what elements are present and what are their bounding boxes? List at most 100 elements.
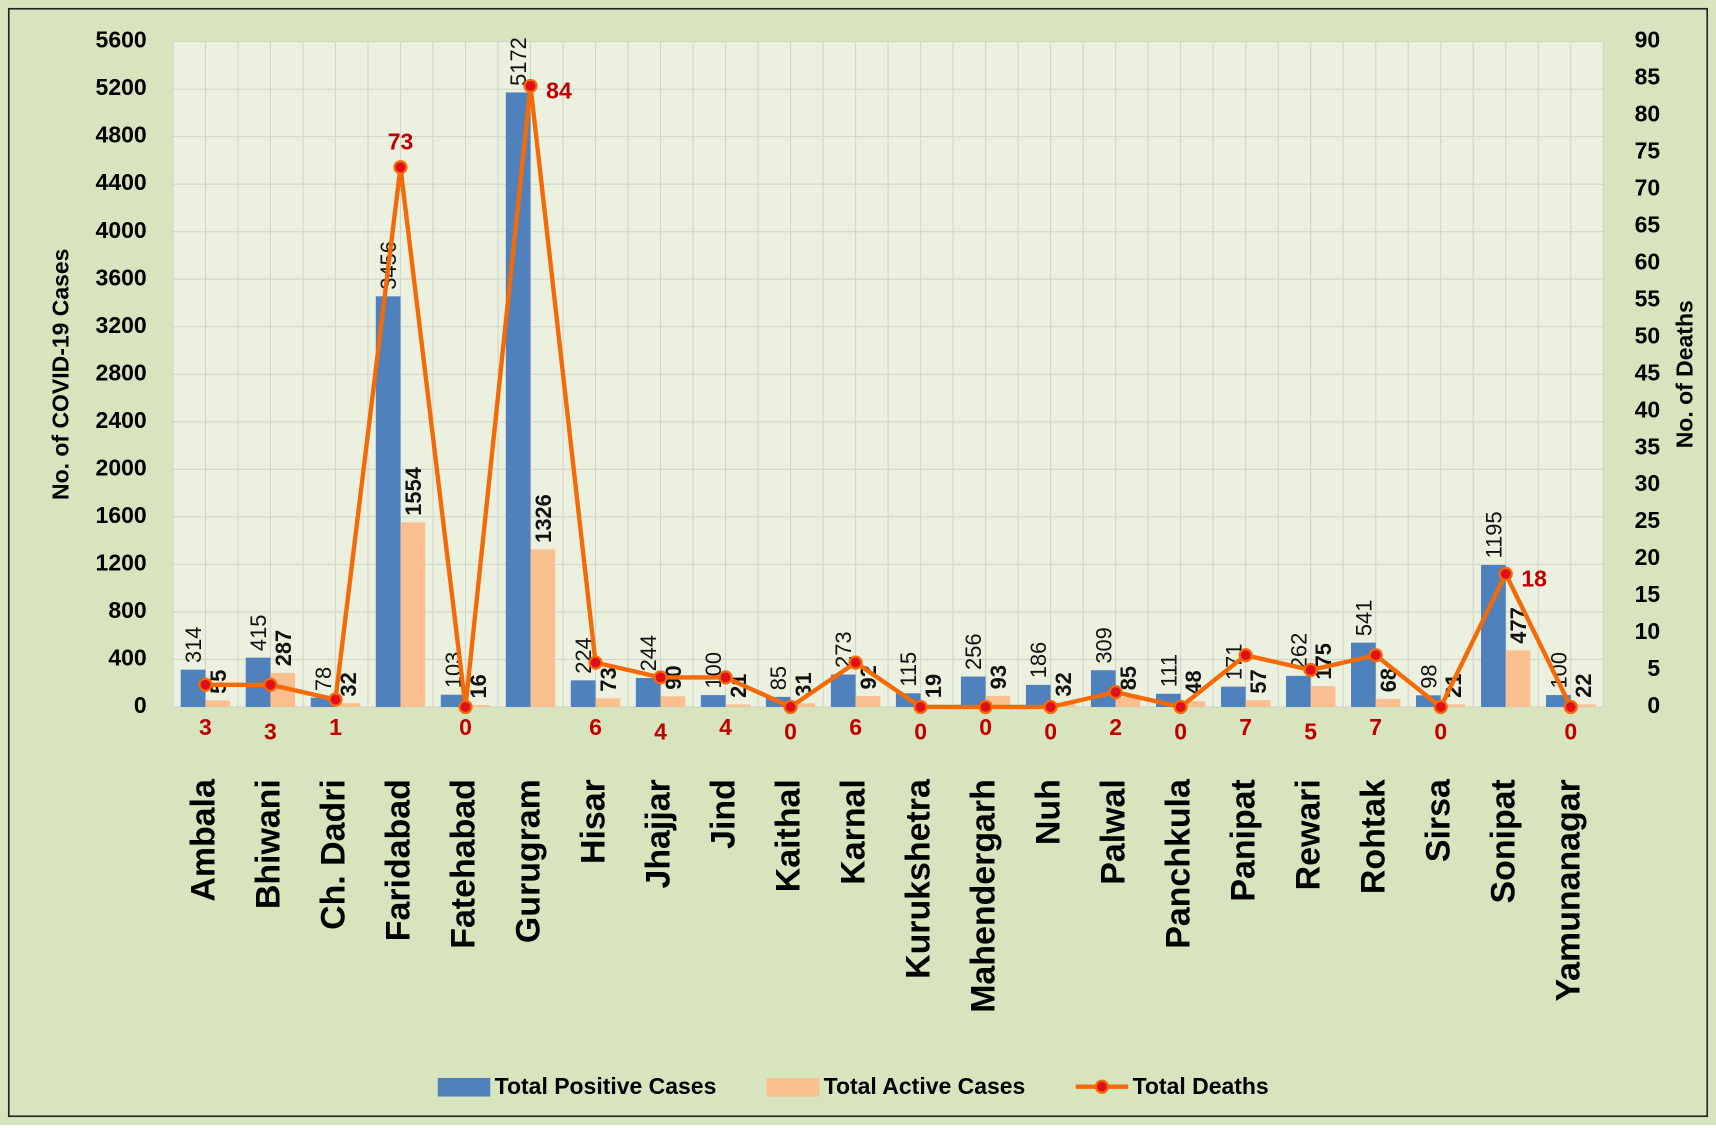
value-label: 287 bbox=[271, 630, 296, 667]
x-tick-label: Rewari bbox=[1290, 779, 1328, 890]
value-label: 5172 bbox=[506, 37, 531, 86]
bar bbox=[205, 700, 231, 707]
value-label: 22 bbox=[1571, 673, 1596, 697]
value-label: 477 bbox=[1506, 607, 1531, 644]
death-label: 1 bbox=[329, 714, 342, 740]
x-tick-label: Kaithal bbox=[770, 779, 808, 892]
line-marker bbox=[848, 655, 863, 670]
y2-tick-label: 70 bbox=[1635, 175, 1661, 201]
value-label: 73 bbox=[596, 667, 621, 691]
y-tick-label: 4400 bbox=[96, 169, 147, 195]
death-label: 5 bbox=[1304, 718, 1317, 744]
x-tick-label: Bhiwani bbox=[249, 779, 287, 909]
y2-tick-label: 60 bbox=[1635, 248, 1661, 274]
line-marker bbox=[978, 699, 993, 715]
bar bbox=[530, 549, 556, 707]
bar bbox=[1310, 686, 1336, 707]
line-marker bbox=[458, 699, 473, 715]
line-marker bbox=[393, 160, 408, 175]
bar bbox=[1570, 704, 1596, 707]
line-marker bbox=[718, 670, 733, 685]
y2-tick-label: 85 bbox=[1635, 64, 1661, 90]
y-tick-label: 1600 bbox=[96, 502, 147, 528]
y2-tick-label: 35 bbox=[1635, 433, 1661, 459]
value-label: 256 bbox=[961, 633, 986, 670]
y2-tick-label: 45 bbox=[1635, 359, 1661, 385]
death-label: 3 bbox=[199, 714, 212, 740]
line-marker bbox=[263, 677, 278, 692]
death-label: 0 bbox=[914, 718, 927, 744]
y-tick-label: 5200 bbox=[96, 74, 147, 100]
y2-tick-label: 25 bbox=[1635, 507, 1661, 533]
y2-tick-label: 30 bbox=[1635, 470, 1661, 496]
frame bbox=[7, 7, 1709, 1118]
bar bbox=[1481, 564, 1506, 707]
bar bbox=[375, 296, 401, 707]
bar bbox=[310, 697, 336, 707]
y2-tick-label: 0 bbox=[1647, 692, 1660, 718]
y-tick-label: 2800 bbox=[96, 359, 147, 385]
line-marker bbox=[1303, 662, 1318, 678]
legend-label: Total Positive Cases bbox=[495, 1073, 717, 1099]
y-tick-label: 0 bbox=[134, 692, 147, 718]
legend-swatch bbox=[1094, 1079, 1110, 1094]
y2-tick-label: 5 bbox=[1647, 655, 1660, 681]
line-marker bbox=[1173, 699, 1188, 715]
value-label: 85 bbox=[1116, 666, 1141, 690]
line-marker bbox=[588, 655, 603, 670]
line-marker bbox=[1368, 648, 1383, 663]
death-label: 7 bbox=[1369, 714, 1382, 740]
bar bbox=[1115, 696, 1141, 707]
bar bbox=[1440, 704, 1466, 707]
bar bbox=[1505, 650, 1531, 707]
x-tick-label: Yamunanagar bbox=[1550, 779, 1588, 1001]
value-label: 19 bbox=[921, 674, 946, 698]
value-label: 57 bbox=[1246, 669, 1271, 693]
value-label: 314 bbox=[181, 627, 206, 664]
y2-tick-label: 40 bbox=[1635, 396, 1661, 422]
death-label: 0 bbox=[1174, 718, 1187, 744]
death-label: 73 bbox=[388, 128, 414, 154]
value-label: 32 bbox=[1051, 672, 1076, 696]
bar bbox=[335, 703, 361, 707]
y2-tick-label: 10 bbox=[1635, 618, 1661, 644]
line-marker bbox=[783, 699, 798, 715]
y-tick-label: 3200 bbox=[96, 312, 147, 338]
y2-tick-label: 80 bbox=[1635, 101, 1661, 127]
bar bbox=[570, 680, 596, 707]
legend-label: Total Active Cases bbox=[824, 1073, 1026, 1099]
line-marker bbox=[1563, 699, 1578, 715]
x-tick-label: Sonipat bbox=[1485, 779, 1523, 903]
value-label: 244 bbox=[636, 635, 661, 672]
value-label: 111 bbox=[1156, 654, 1181, 687]
bar bbox=[660, 696, 686, 707]
x-tick-label: Ambala bbox=[184, 778, 222, 902]
value-label: 93 bbox=[986, 665, 1011, 689]
death-label: 2 bbox=[1109, 714, 1122, 740]
x-tick-label: Panipat bbox=[1225, 779, 1263, 901]
death-label: 6 bbox=[849, 714, 862, 740]
y2-tick-label: 65 bbox=[1635, 211, 1661, 237]
x-tick-label: Ch. Dadri bbox=[314, 779, 352, 930]
bar bbox=[1180, 701, 1206, 707]
bar bbox=[1285, 675, 1311, 707]
x-tick-label: Jind bbox=[705, 779, 743, 849]
line-marker bbox=[653, 670, 668, 685]
line-marker bbox=[1238, 648, 1253, 663]
y-tick-label: 4000 bbox=[96, 217, 147, 243]
line-marker bbox=[913, 699, 928, 715]
bar bbox=[985, 695, 1011, 707]
death-label: 3 bbox=[264, 718, 277, 744]
death-label: 0 bbox=[979, 714, 992, 740]
y-tick-label: 3600 bbox=[96, 264, 147, 290]
line-marker bbox=[198, 677, 213, 692]
death-label: 0 bbox=[459, 714, 472, 740]
bar bbox=[465, 705, 491, 707]
x-tick-label: Hisar bbox=[574, 779, 612, 864]
y2-tick-label: 75 bbox=[1635, 138, 1661, 164]
x-tick-label: Faridabad bbox=[379, 779, 417, 941]
bar bbox=[595, 698, 621, 707]
death-label: 18 bbox=[1521, 566, 1547, 592]
bar bbox=[400, 522, 426, 707]
